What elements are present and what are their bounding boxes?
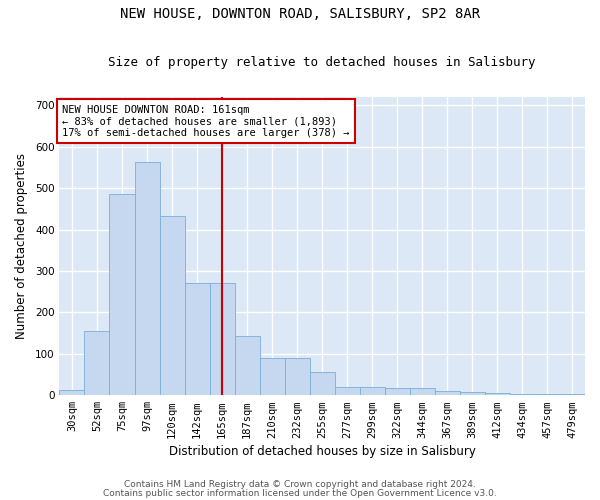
Bar: [134, 162, 160, 395]
Bar: [85, 331, 109, 395]
Bar: [535, 394, 560, 395]
Bar: [460, 392, 485, 395]
Bar: [435, 392, 460, 395]
Y-axis label: Number of detached properties: Number of detached properties: [15, 153, 28, 339]
Bar: [160, 216, 185, 395]
Bar: [510, 394, 535, 395]
Text: NEW HOUSE DOWNTON ROAD: 161sqm
← 83% of detached houses are smaller (1,893)
17% : NEW HOUSE DOWNTON ROAD: 161sqm ← 83% of …: [62, 104, 350, 138]
Bar: [209, 284, 235, 395]
Bar: [185, 284, 209, 395]
Bar: [235, 336, 260, 395]
Bar: [109, 194, 134, 395]
Text: NEW HOUSE, DOWNTON ROAD, SALISBURY, SP2 8AR: NEW HOUSE, DOWNTON ROAD, SALISBURY, SP2 …: [120, 8, 480, 22]
Bar: [59, 390, 85, 395]
Title: Size of property relative to detached houses in Salisbury: Size of property relative to detached ho…: [109, 56, 536, 70]
X-axis label: Distribution of detached houses by size in Salisbury: Distribution of detached houses by size …: [169, 444, 476, 458]
Text: Contains HM Land Registry data © Crown copyright and database right 2024.: Contains HM Land Registry data © Crown c…: [124, 480, 476, 489]
Bar: [410, 388, 435, 395]
Bar: [310, 372, 335, 395]
Bar: [560, 394, 585, 395]
Bar: [335, 387, 360, 395]
Text: Contains public sector information licensed under the Open Government Licence v3: Contains public sector information licen…: [103, 489, 497, 498]
Bar: [260, 358, 284, 395]
Bar: [284, 358, 310, 395]
Bar: [385, 388, 410, 395]
Bar: [485, 393, 510, 395]
Bar: [360, 387, 385, 395]
